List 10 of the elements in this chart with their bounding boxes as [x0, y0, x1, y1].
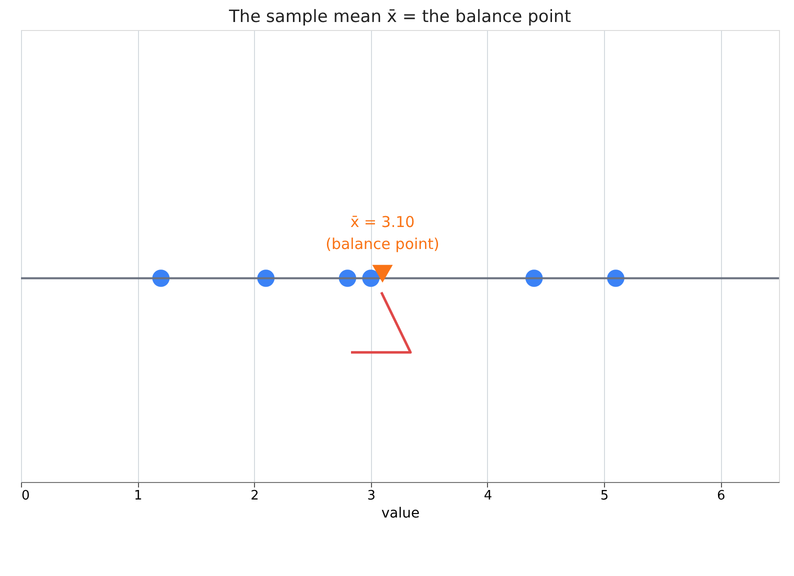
x-axis-title: value: [381, 506, 420, 522]
x-tick-label: 5: [600, 488, 609, 504]
chart-title: The sample mean x̄ = the balance point: [228, 7, 572, 27]
x-tick-label: 1: [134, 488, 142, 504]
x-tick-label: 0: [22, 488, 30, 504]
x-tick-label: 4: [484, 488, 492, 504]
x-tick-label: 2: [250, 488, 259, 504]
text: x̄ = 3.10 (balance point): [326, 213, 440, 253]
x-tick-label: 3: [367, 488, 376, 504]
x-tick-label: 6: [717, 488, 726, 504]
